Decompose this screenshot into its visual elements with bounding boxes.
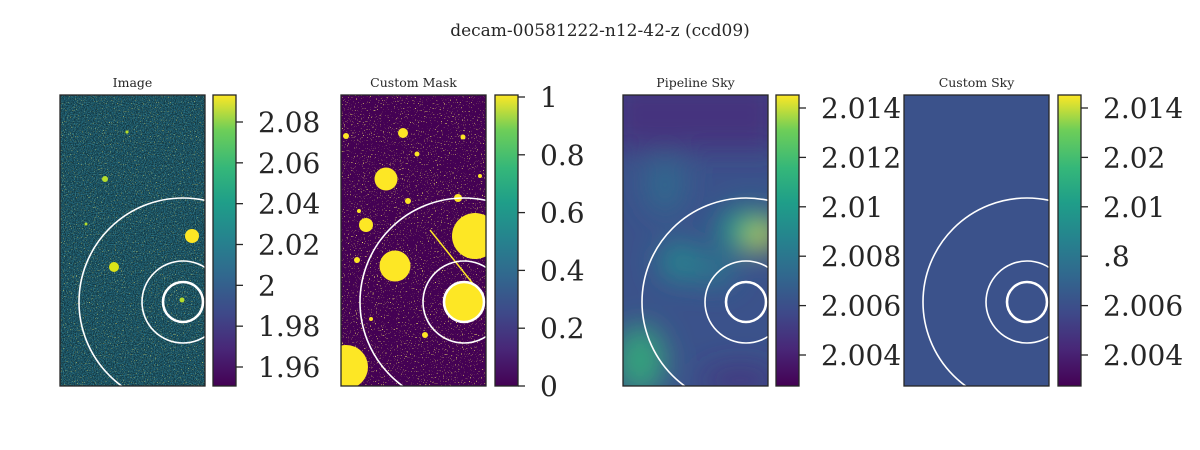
panel-title-image: Image [113, 75, 153, 90]
colorbar-tick-label: 2.014 [821, 92, 901, 125]
panel-title-custom-sky: Custom Sky [939, 75, 1016, 90]
colorbar-tick-label: 0.4 [540, 254, 585, 287]
custom-sky-heatmap [904, 95, 1049, 386]
colorbar-tick-label: 2.04 [258, 188, 320, 221]
colorbar-tick-label: 2.02 [258, 229, 320, 262]
colorbar-tick-label: 0.8 [540, 139, 585, 172]
colorbar-tick-label: 2.008 [821, 240, 901, 273]
colorbar-tick-label: 2 [258, 269, 276, 302]
colorbar-tick-label: 1.98 [258, 310, 320, 343]
colorbar-pipeline-sky: 2.014 2.012 2.01 2.008 2.006 2.004 [775, 92, 901, 387]
colorbar-tick-label: 2.01 [1103, 191, 1165, 224]
panel-custom-mask: Custom Mask [340, 75, 585, 403]
colorbar-custom-sky: 2.014 2.02 2.01 .8 2.006 2.004 [1057, 92, 1183, 387]
colorbar-tick-label: 0.2 [540, 312, 585, 345]
pipeline-sky-heatmap [623, 95, 768, 386]
colorbar-tick-label: 2.004 [1103, 339, 1183, 372]
colorbar-tick-label: 2.006 [1103, 290, 1183, 323]
colorbar-tick-label: 0.6 [540, 197, 585, 230]
colorbar-tick-label: 2.004 [821, 339, 901, 372]
colorbar-tick-label: 1 [540, 81, 558, 114]
colorbar-tick-label: 2.012 [821, 141, 901, 174]
colorbar-tick-label: 2.06 [258, 147, 320, 180]
image-heatmap [60, 95, 205, 386]
mask-heatmap [341, 95, 486, 386]
overlay-circles [641, 197, 768, 386]
colorbar-tick-label: 1.96 [258, 351, 320, 384]
panel-custom-sky: Custom Sky 2.014 2.02 2.01 .8 2.006 2.004 [903, 75, 1183, 387]
panel-title-pipeline-sky: Pipeline Sky [656, 75, 735, 90]
colorbar-tick-label: 2.014 [1103, 92, 1183, 125]
figure-title: decam-00581222-n12-42-z (ccd09) [450, 21, 750, 41]
colorbar-tick-label: 2.08 [258, 106, 320, 139]
colorbar-tick-label: 2.02 [1103, 141, 1165, 174]
colorbar-tick-label: 2.01 [821, 191, 883, 224]
colorbar-tick-label: .8 [1103, 240, 1130, 273]
overlay-circles [922, 197, 1049, 386]
colorbar-custom-mask: 1 0.8 0.6 0.4 0.2 0 [494, 81, 585, 403]
colorbar-tick-label: 2.006 [821, 290, 901, 323]
panel-title-custom-mask: Custom Mask [370, 75, 457, 90]
colorbar-image: 2.08 2.06 2.04 2.02 2 1.98 1.96 [212, 94, 320, 387]
colorbar-tick-label: 0 [540, 370, 558, 403]
overlay-circles [78, 197, 205, 386]
panel-image: Image 2.08 2.06 2.04 2.02 2 1.98 1.96 [59, 75, 320, 387]
overlay-circles [359, 197, 486, 386]
